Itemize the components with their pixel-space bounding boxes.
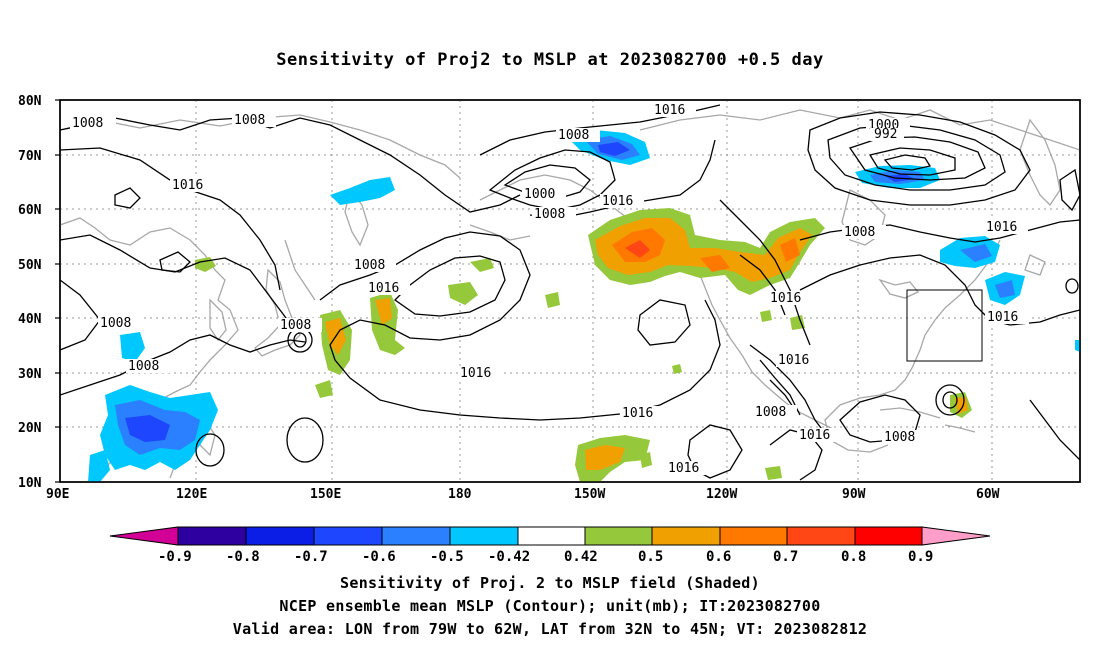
colorbar-label: 0.6 bbox=[706, 549, 731, 565]
contour-label: 1008 bbox=[128, 359, 159, 374]
lat-label: 40N bbox=[18, 312, 42, 327]
contour-label: 1008 bbox=[755, 405, 786, 420]
lat-label: 50N bbox=[18, 258, 42, 273]
positive-sensitivity-shading bbox=[195, 208, 972, 482]
footer-shading-description: Sensitivity of Proj. 2 to MSLP field (Sh… bbox=[340, 574, 760, 592]
contour-label: 1008 bbox=[234, 113, 265, 128]
contour-label: 1008 bbox=[280, 318, 311, 333]
colorbar-label: 0.42 bbox=[564, 549, 598, 565]
contour-label: 1008 bbox=[844, 225, 875, 240]
lon-label: 60W bbox=[976, 487, 1000, 502]
map-title: Sensitivity of Proj2 to MSLP at 20230827… bbox=[276, 50, 824, 70]
colorbar-label: 0.9 bbox=[908, 549, 933, 565]
colorbar-label: 0.5 bbox=[638, 549, 663, 565]
map-frame bbox=[59, 99, 1081, 483]
lon-label: 90W bbox=[842, 487, 866, 502]
colorbar-label: -0.42 bbox=[488, 549, 530, 565]
contour-label: 1008 bbox=[72, 116, 103, 131]
colorbar-label: -0.9 bbox=[158, 549, 192, 565]
colorbar-swatch bbox=[719, 526, 788, 546]
contour-label: 1008 bbox=[884, 430, 915, 445]
contour-label: 1008 bbox=[354, 258, 385, 273]
lon-label: 180 bbox=[448, 487, 472, 502]
valid-area-box bbox=[906, 289, 983, 362]
colorbar-swatch bbox=[854, 526, 923, 546]
lat-label: 60N bbox=[18, 203, 42, 218]
latitude-labels: 80N 70N 60N 50N 40N 30N 20N 10N bbox=[18, 94, 42, 491]
contour-label: 1008 bbox=[100, 316, 131, 331]
footer-valid-area: Valid area: LON from 79W to 62W, LAT fro… bbox=[232, 620, 868, 638]
contour-label: 1016 bbox=[622, 406, 653, 421]
contour-label: 1000 bbox=[524, 187, 555, 202]
contour-label: 1016 bbox=[172, 178, 203, 193]
colorbar-label: -0.5 bbox=[430, 549, 464, 565]
colorbar-swatch bbox=[651, 526, 721, 546]
colorbar-swatch bbox=[245, 526, 315, 546]
contour-label: 1016 bbox=[987, 310, 1018, 325]
lat-label: 70N bbox=[18, 149, 42, 164]
colorbar-swatch bbox=[313, 526, 383, 546]
contour-label: 1008 bbox=[534, 207, 565, 222]
colorbar-label: -0.6 bbox=[362, 549, 396, 565]
lon-label: 90E bbox=[46, 487, 69, 502]
contour-label: 1016 bbox=[668, 461, 699, 476]
contour-label: 1016 bbox=[460, 366, 491, 381]
lon-label: 120E bbox=[176, 487, 207, 502]
colorbar-swatch bbox=[449, 526, 519, 546]
contour-label: 992 bbox=[874, 127, 897, 142]
contour-label: 1016 bbox=[654, 103, 685, 118]
colorbar-swatch bbox=[584, 526, 653, 546]
contour-label: 1016 bbox=[799, 428, 830, 443]
lon-label: 150W bbox=[574, 487, 605, 502]
lat-label: 30N bbox=[18, 367, 42, 382]
colorbar-label: -0.8 bbox=[226, 549, 260, 565]
contour-label: 1016 bbox=[368, 281, 399, 296]
lat-label: 10N bbox=[18, 476, 42, 491]
colorbar-label: 0.7 bbox=[773, 549, 798, 565]
colorbar-swatch bbox=[177, 526, 247, 546]
contour-label: 1016 bbox=[778, 353, 809, 368]
longitude-labels: 90E 120E 150E 180 150W 120W 90W 60W bbox=[46, 487, 1000, 502]
contour-label: 1016 bbox=[986, 220, 1017, 235]
footer-contour-description: NCEP ensemble mean MSLP (Contour); unit(… bbox=[279, 597, 821, 615]
colorbar-swatch bbox=[786, 526, 856, 546]
axis-ticks bbox=[55, 99, 60, 483]
colorbar-swatch bbox=[381, 526, 451, 546]
negative-sensitivity-shading bbox=[88, 130, 1080, 482]
colorbar-low-arrow bbox=[109, 526, 179, 546]
contour-labels: 1008 1008 1016 1008 1016 1008 1008 1008 … bbox=[72, 103, 1019, 476]
lon-label: 150E bbox=[310, 487, 341, 502]
colorbar-label: -0.7 bbox=[294, 549, 328, 565]
colorbar-swatch bbox=[517, 526, 586, 546]
lat-label: 80N bbox=[18, 94, 42, 109]
lon-label: 120W bbox=[706, 487, 737, 502]
colorbar: -0.9 -0.8 -0.7 -0.6 -0.5 -0.42 0.42 0.5 … bbox=[109, 526, 991, 565]
lat-label: 20N bbox=[18, 421, 42, 436]
colorbar-label: 0.8 bbox=[841, 549, 866, 565]
colorbar-high-arrow bbox=[921, 526, 991, 546]
contour-label: 1016 bbox=[770, 291, 801, 306]
contour-label: 1016 bbox=[602, 194, 633, 209]
contour-label: 1008 bbox=[558, 128, 589, 143]
